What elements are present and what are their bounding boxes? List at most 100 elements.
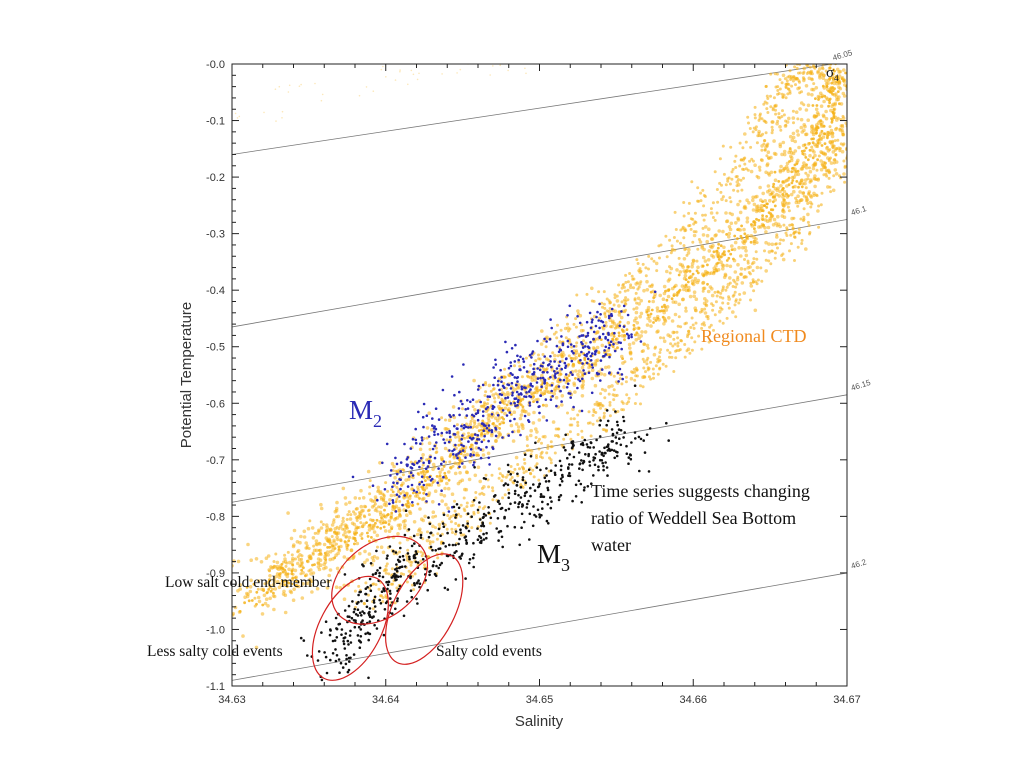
ctd-point [705,239,709,244]
m2-point [543,380,546,384]
ctd-point [560,443,564,447]
ctd-point [778,168,783,173]
ctd-point [382,502,387,507]
m3-point [480,539,483,543]
m3-point [634,437,637,440]
ctd-point [722,250,726,254]
ctd-point [367,528,372,532]
ctd-point [266,554,271,558]
ctd-point [727,295,731,299]
ctd-point [727,231,732,236]
m3-point [564,433,567,437]
m2-point [474,433,477,436]
m2-point [536,367,539,370]
ctd-point [809,179,813,183]
ctd-point [788,223,792,227]
ctd-point [410,69,413,72]
ctd-point [337,545,341,549]
ctd-point [450,492,455,497]
m3-point [426,588,430,592]
ctd-point [365,558,370,562]
ctd-point [544,403,549,408]
ctd-point [658,256,661,260]
ctd-point [632,286,635,290]
ctd-point [368,479,372,483]
ctd-point [562,385,566,389]
m2-point [485,445,488,449]
ctd-point [365,86,368,88]
ctd-point [677,302,681,307]
ctd-point [816,177,820,181]
ctd-point [788,74,791,78]
m3-point [378,598,382,602]
m3-point [368,607,372,610]
ctd-point [645,279,649,284]
ctd-point [772,139,776,143]
ctd-point [553,353,557,358]
ctd-point [798,182,802,186]
ctd-point [819,122,823,126]
ctd-point [684,309,688,313]
ctd-point [501,496,505,500]
ctd-point [382,65,384,68]
y-axis-label: Potential Temperature [178,302,195,448]
m2-point [581,377,584,381]
ctd-point [811,130,816,135]
ctd-point [720,197,724,202]
ctd-point [788,134,793,139]
ctd-point [622,282,625,286]
m2-point [508,411,512,414]
ctd-point [396,523,401,528]
ctd-point [725,316,729,320]
m3-point [382,633,386,637]
m3-point [343,636,347,639]
ctd-point [790,84,794,88]
ctd-point [459,460,462,463]
ctd-point [545,387,548,390]
m3-point [500,506,504,510]
m2-point [586,345,590,349]
ctd-point [419,470,423,474]
ctd-point [788,249,791,253]
ctd-point [793,65,797,69]
ctd-point [283,553,287,557]
ctd-point [635,301,639,305]
ctd-point [418,507,422,511]
m3-point [406,552,410,555]
ctd-point [709,207,713,211]
m2-point [523,414,527,418]
ctd-point [476,465,481,470]
m3-point [419,533,423,537]
m2-point [513,401,516,405]
ctd-point [389,515,393,519]
y-tick-label: -0.4 [206,285,225,297]
ctd-point [525,449,529,452]
m3-point [507,496,511,500]
m3-point [395,563,398,566]
m2-point [572,405,575,409]
m2-point [585,320,589,324]
ctd-point [802,217,806,221]
ctd-point [574,344,578,348]
ctd-point [719,190,723,194]
ctd-point [724,211,728,215]
ctd-point [745,216,750,220]
m2-point [577,378,580,381]
m3-point [331,639,335,643]
ctd-point [764,170,768,175]
ctd-point [620,300,624,304]
ctd-point [810,148,815,153]
ctd-point [773,170,777,174]
ctd-point [427,411,432,416]
m2-point [616,371,620,375]
m3-point [571,445,575,448]
ctd-point [497,430,501,435]
m3-point [378,574,381,578]
ctd-point [758,185,762,190]
ctd-point [366,469,371,474]
ctd-point [752,202,757,207]
m2-point [419,442,422,446]
ctd-point [396,532,400,536]
ctd-point [724,183,728,187]
